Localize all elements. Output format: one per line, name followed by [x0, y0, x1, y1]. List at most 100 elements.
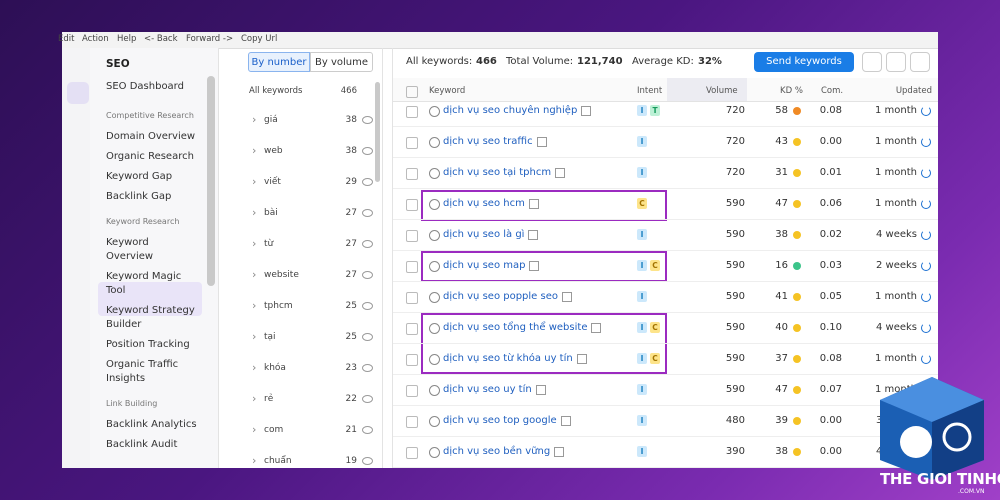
- intent-badge: C: [637, 198, 647, 209]
- serp-icon: [529, 199, 539, 209]
- group-name[interactable]: bài: [264, 208, 278, 218]
- sidebar-link[interactable]: Organic Research: [106, 151, 194, 162]
- menu-item[interactable]: Action: [82, 34, 109, 44]
- checkbox[interactable]: [406, 137, 418, 149]
- volume: 590: [725, 384, 745, 395]
- group-name[interactable]: website: [264, 270, 299, 280]
- menu-item[interactable]: Edit: [58, 34, 75, 44]
- keyword-link[interactable]: dịch vụ seo uy tín: [443, 384, 532, 395]
- group-name[interactable]: giá: [264, 115, 278, 125]
- sidebar-link[interactable]: Organic Traffic Insights: [106, 359, 179, 384]
- kd-dot: [793, 169, 801, 177]
- group-name[interactable]: khóa: [264, 363, 286, 373]
- menu-item[interactable]: <- Back: [144, 34, 178, 44]
- keyword-link[interactable]: dịch vụ seo popple seo: [443, 291, 558, 302]
- competition: 0.01: [819, 167, 842, 178]
- keyword-link[interactable]: dịch vụ seo tại tphcm: [443, 167, 552, 178]
- send-button[interactable]: Send keywords: [754, 52, 854, 72]
- serp-icon: [554, 447, 564, 457]
- refresh-icon[interactable]: [921, 230, 931, 240]
- refresh-icon[interactable]: [921, 168, 931, 178]
- keyword-link[interactable]: dịch vụ seo top google: [443, 415, 557, 426]
- keyword-link[interactable]: dịch vụ seo bền vững: [443, 446, 551, 457]
- column-header[interactable]: Com.: [821, 86, 844, 96]
- column-header[interactable]: Updated: [895, 86, 932, 96]
- menu-item[interactable]: Forward ->: [186, 34, 234, 44]
- serp-icon: [591, 323, 601, 333]
- group-name[interactable]: tại: [264, 332, 276, 342]
- refresh-icon[interactable]: [921, 137, 931, 147]
- group-name[interactable]: tphcm: [264, 301, 293, 311]
- sidebar-link[interactable]: Keyword Overview: [106, 237, 154, 262]
- sidebar-link[interactable]: Backlink Gap: [106, 191, 172, 202]
- intent-badge: I: [637, 322, 647, 333]
- row-divider: [393, 467, 938, 468]
- column-header[interactable]: Volume: [706, 86, 738, 96]
- kd: 31: [775, 167, 788, 178]
- group-count: 38: [345, 146, 357, 156]
- sidebar-link[interactable]: Keyword Gap: [106, 171, 173, 182]
- checkbox[interactable]: [406, 416, 418, 428]
- intent-badge: I: [637, 415, 647, 426]
- keyword-link[interactable]: dịch vụ seo từ khóa uy tín: [443, 353, 573, 364]
- group-name[interactable]: com: [264, 425, 284, 435]
- keyword-link[interactable]: dịch vụ seo là gì: [443, 229, 525, 240]
- refresh-icon[interactable]: [921, 354, 931, 364]
- logo-globe: [942, 422, 972, 452]
- checkbox[interactable]: [406, 323, 418, 335]
- group-count: 27: [345, 208, 357, 218]
- column-header[interactable]: Keyword: [429, 86, 466, 96]
- refresh-icon[interactable]: [921, 106, 931, 116]
- summary-text: Average KD:: [632, 56, 694, 67]
- keyword-link[interactable]: dịch vụ seo hcm: [443, 198, 525, 209]
- toggle[interactable]: By number: [248, 52, 310, 72]
- kd: 40: [775, 322, 788, 333]
- column-header[interactable]: KD %: [780, 86, 803, 96]
- eye-icon: [362, 426, 373, 434]
- eye-icon: [362, 271, 373, 279]
- sidebar-link[interactable]: Keyword Magic Tool: [106, 271, 182, 296]
- icon-button[interactable]: [886, 52, 906, 72]
- checkbox[interactable]: [406, 230, 418, 242]
- keyword-link[interactable]: dịch vụ seo map: [443, 260, 526, 271]
- checkbox[interactable]: [406, 199, 418, 211]
- group-name[interactable]: rẻ: [264, 394, 274, 404]
- column-header[interactable]: Intent: [637, 86, 663, 96]
- group-name[interactable]: viết: [264, 177, 281, 187]
- checkbox[interactable]: [406, 354, 418, 366]
- sidebar-link[interactable]: SEO Dashboard: [106, 81, 184, 92]
- refresh-icon[interactable]: [921, 261, 931, 271]
- checkbox[interactable]: [406, 86, 418, 98]
- serp-icon: [528, 230, 538, 240]
- sidebar-link[interactable]: Backlink Audit: [106, 439, 178, 450]
- sidebar-link[interactable]: Keyword Strategy Builder: [106, 305, 195, 330]
- icon-button[interactable]: [862, 52, 882, 72]
- sorted-column: [667, 78, 747, 101]
- checkbox[interactable]: [406, 168, 418, 180]
- group-name[interactable]: từ: [264, 239, 274, 249]
- sidebar-link[interactable]: Position Tracking: [106, 339, 190, 350]
- keyword-link[interactable]: dịch vụ seo tổng thể website: [443, 322, 588, 333]
- group-name[interactable]: chuẩn: [264, 456, 292, 466]
- checkbox[interactable]: [406, 292, 418, 304]
- menu-item[interactable]: Copy Url: [241, 34, 278, 44]
- checkbox[interactable]: [406, 261, 418, 273]
- refresh-icon[interactable]: [921, 292, 931, 302]
- refresh-icon[interactable]: [921, 199, 931, 209]
- menu-item[interactable]: Help: [117, 34, 137, 44]
- toggle[interactable]: By volume: [310, 52, 373, 72]
- competition: 0.00: [819, 446, 842, 457]
- sidebar-link[interactable]: Domain Overview: [106, 131, 196, 142]
- updated: 1 month: [875, 353, 917, 364]
- checkbox[interactable]: [406, 106, 418, 118]
- checkbox[interactable]: [406, 385, 418, 397]
- icon-button[interactable]: [910, 52, 930, 72]
- volume: 590: [725, 322, 745, 333]
- group-name[interactable]: web: [264, 146, 283, 156]
- keyword-link[interactable]: dịch vụ seo chuyên nghiệp: [443, 105, 578, 116]
- checkbox[interactable]: [406, 447, 418, 459]
- keyword-link[interactable]: dịch vụ seo traffic: [443, 136, 533, 147]
- sidebar-link[interactable]: Backlink Analytics: [106, 419, 197, 430]
- refresh-icon[interactable]: [921, 323, 931, 333]
